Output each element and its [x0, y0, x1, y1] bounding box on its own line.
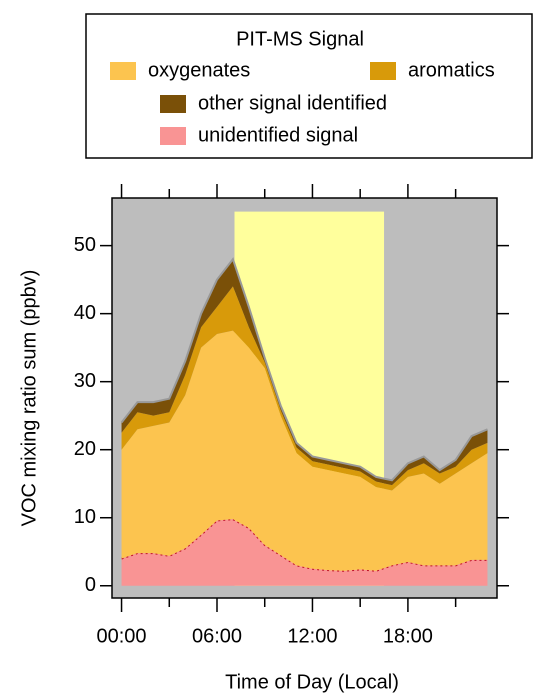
- series-edge: [121, 518, 488, 572]
- legend-swatch: [160, 95, 186, 113]
- y-tick-label: 40: [74, 302, 96, 324]
- y-tick-label: 50: [74, 234, 96, 256]
- legend-title: PIT-MS Signal: [236, 28, 364, 50]
- y-tick-label: 10: [74, 506, 96, 528]
- x-tick-label: 18:00: [383, 625, 433, 647]
- legend-label: other signal identified: [198, 92, 387, 114]
- x-tick-label: 06:00: [192, 625, 242, 647]
- y-tick-label: 0: [85, 574, 96, 596]
- area: [121, 286, 488, 491]
- x-tick-label: 12:00: [287, 625, 337, 647]
- legend-label: aromatics: [408, 59, 495, 81]
- x-axis-label: Time of Day (Local): [225, 671, 399, 693]
- y-axis-label: VOC mixing ratio sum (ppbv): [18, 270, 40, 527]
- y-tick-label: 20: [74, 438, 96, 460]
- area: [121, 330, 488, 571]
- y-tick-label: 30: [74, 370, 96, 392]
- legend-swatch: [160, 127, 186, 145]
- x-tick-label: 00:00: [97, 625, 147, 647]
- total-edge: [120, 257, 488, 482]
- legend-swatch: [110, 62, 136, 80]
- legend-label: oxygenates: [148, 59, 250, 81]
- legend-swatch: [370, 62, 396, 80]
- area: [121, 519, 488, 586]
- legend-label: unidentified signal: [198, 124, 358, 146]
- plot-frame: [111, 197, 498, 599]
